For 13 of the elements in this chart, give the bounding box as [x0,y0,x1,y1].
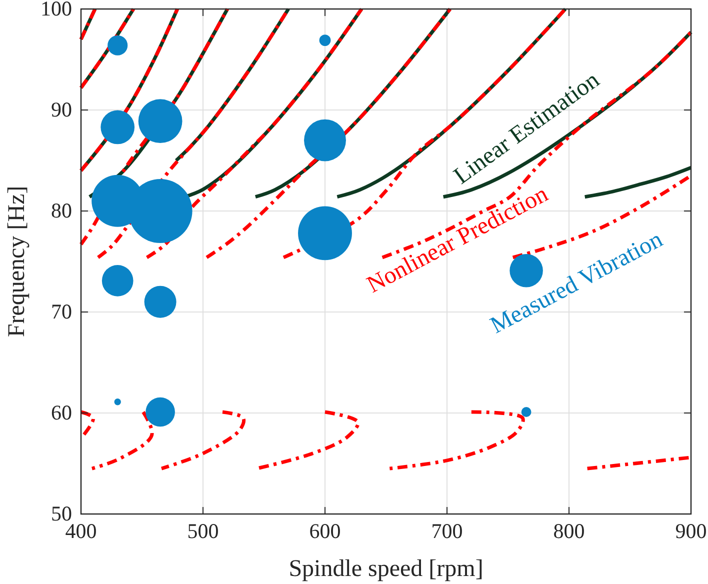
x-tick-label: 800 [553,518,585,543]
x-axis-title: Spindle speed [rpm] [288,556,484,582]
y-tick-label: 50 [51,502,72,526]
y-tick-label: 60 [51,400,72,425]
x-tick-label: 600 [309,518,341,543]
y-axis-title: Frequency [Hz] [4,186,30,338]
y-tick-label: 70 [51,300,72,324]
x-tick-label: 700 [431,518,463,543]
y-tick-label: 100 [40,0,72,21]
y-tick-label: 80 [51,198,72,223]
y-tick-label: 90 [51,98,72,122]
x-tick-label: 500 [187,518,219,543]
x-tick-label: 900 [675,518,707,543]
